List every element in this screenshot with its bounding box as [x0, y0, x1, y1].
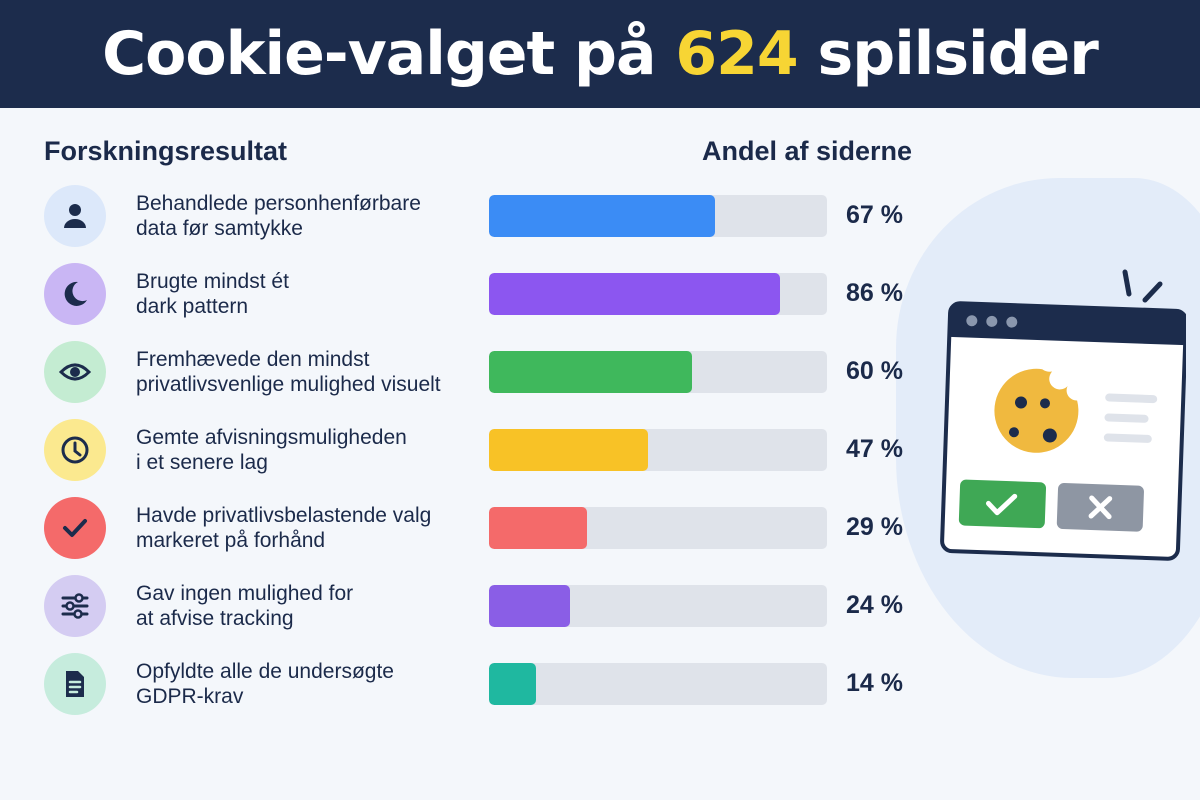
tick-label-line: GDPR-krav [136, 685, 244, 708]
moon-icon [44, 263, 106, 325]
tick-label: Behandlede personhenførbare data før samt… [136, 191, 476, 241]
column-title-findings: Forskningsresultat [44, 136, 288, 166]
bar [489, 429, 648, 471]
tick-label-line: data før samtykke [136, 217, 303, 240]
chart-row: Opfyldte alle de undersøgte GDPR-krav 14 % [0, 653, 960, 715]
data-label: 67 % [846, 201, 903, 229]
chart-row: Havde privatlivsbelastende valg markeret … [0, 497, 960, 559]
data-label: 47 % [846, 435, 903, 463]
bar [489, 507, 587, 549]
tick-label-line: markeret på forhånd [136, 529, 326, 552]
tick-label-line: Behandlede personhenførbare [136, 192, 421, 215]
tick-label-line: Fremhævede den mindst [136, 348, 370, 371]
tick-label-line: Havde privatlivsbelastende valg [136, 504, 432, 527]
cookie-consent-illustration [940, 269, 1186, 561]
sliders-icon [44, 575, 106, 637]
tick-label-line: dark pattern [136, 295, 249, 318]
bar [489, 585, 570, 627]
data-label: 14 % [846, 669, 903, 697]
title-text-before: Cookie-valget på [102, 19, 676, 89]
chart-row: Brugte mindst ét dark pattern 86 % [0, 263, 960, 325]
check-icon [44, 497, 106, 559]
person-icon [44, 185, 106, 247]
alert-lines-icon [1122, 269, 1163, 303]
tick-label-line: Brugte mindst ét [136, 270, 289, 293]
bar-track [489, 663, 827, 705]
bar-track [489, 429, 827, 471]
reject-button-icon [1056, 483, 1144, 532]
bar-track [489, 585, 827, 627]
tick-label: Gav ingen mulighed for at afvise tracking [136, 581, 476, 631]
bar-track [489, 273, 827, 315]
bar-track [489, 351, 827, 393]
tick-label: Fremhævede den mindst privatlivsvenlige m… [136, 347, 476, 397]
chart-row: Gemte afvisningsmuligheden i et senere la… [0, 419, 960, 481]
document-icon [44, 653, 106, 715]
data-label: 29 % [846, 513, 903, 541]
eye-icon [44, 341, 106, 403]
bar [489, 351, 692, 393]
chart-row: Behandlede personhenførbare data før samt… [0, 185, 960, 247]
chart-row: Gav ingen mulighed for at afvise tracking… [0, 575, 960, 637]
header-bar: Cookie-valget på 624 spilsider [0, 0, 1200, 108]
browser-window-icon [940, 301, 1186, 561]
column-title-share: Andel af siderne [702, 136, 913, 166]
tick-label-line: Gemte afvisningsmuligheden [136, 426, 407, 449]
clock-icon [44, 419, 106, 481]
title-text-after: spilsider [797, 19, 1099, 89]
tick-label-line: Gav ingen mulighed for [136, 582, 354, 605]
tick-label-line: at afvise tracking [136, 607, 294, 630]
tick-label-line: privatlivsvenlige mulighed visuelt [136, 373, 441, 396]
chart-row: Fremhævede den mindst privatlivsvenlige m… [0, 341, 960, 403]
bar-track [489, 195, 827, 237]
page-title: Cookie-valget på 624 spilsider [102, 19, 1099, 89]
tick-label: Brugte mindst ét dark pattern [136, 269, 476, 319]
bar [489, 273, 780, 315]
bar [489, 663, 536, 705]
data-label: 86 % [846, 279, 903, 307]
bar [489, 195, 715, 237]
tick-label: Gemte afvisningsmuligheden i et senere la… [136, 425, 476, 475]
tick-label-line: Opfyldte alle de undersøgte [136, 660, 394, 683]
tick-label: Opfyldte alle de undersøgte GDPR-krav [136, 659, 476, 709]
data-label: 24 % [846, 591, 903, 619]
cookie-icon [994, 368, 1079, 453]
accept-button-icon [958, 479, 1047, 529]
tick-label: Havde privatlivsbelastende valg markeret … [136, 503, 476, 553]
tick-label-line: i et senere lag [136, 451, 268, 474]
data-label: 60 % [846, 357, 903, 385]
bar-track [489, 507, 827, 549]
title-highlight-number: 624 [675, 19, 798, 89]
